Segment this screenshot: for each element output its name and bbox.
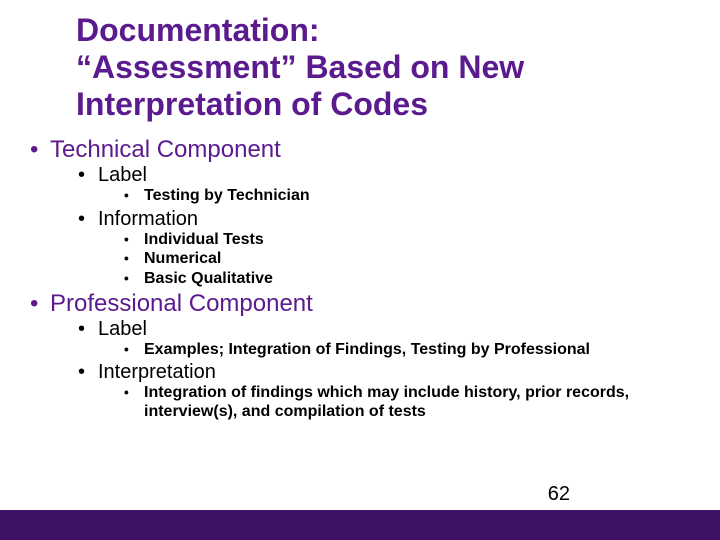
list-item: Label Examples; Integration of Findings,… bbox=[78, 318, 690, 359]
bullet-text: Numerical bbox=[144, 250, 221, 267]
bullet-text: Label bbox=[98, 318, 147, 340]
list-item: Information Individual Tests Numerical B… bbox=[78, 208, 690, 288]
list-item: Numerical bbox=[124, 250, 690, 268]
bullet-text: Interpretation bbox=[98, 361, 216, 383]
slide: Documentation: “Assessment” Based on New… bbox=[0, 0, 720, 540]
title-line-1: Documentation: bbox=[76, 12, 320, 48]
title-line-2: “Assessment” Based on New bbox=[76, 49, 524, 85]
list-item: Integration of findings which may includ… bbox=[124, 384, 690, 421]
list-item: Testing by Technician bbox=[124, 187, 690, 205]
bullet-text: Examples; Integration of Findings, Testi… bbox=[144, 341, 590, 358]
bullet-text: Label bbox=[98, 164, 147, 186]
bullet-text: Basic Qualitative bbox=[144, 270, 273, 287]
list-item: Technical Component Label Testing by Tec… bbox=[30, 136, 690, 288]
list-item: Examples; Integration of Findings, Testi… bbox=[124, 341, 690, 359]
bullet-text: Integration of findings which may includ… bbox=[144, 384, 629, 419]
bullet-text: Technical Component bbox=[50, 136, 281, 163]
bullet-text: Individual Tests bbox=[144, 231, 264, 248]
bullet-text: Professional Component bbox=[50, 290, 313, 317]
title-line-3: Interpretation of Codes bbox=[76, 86, 428, 122]
list-item: Individual Tests bbox=[124, 231, 690, 249]
list-item: Professional Component Label Examples; I… bbox=[30, 290, 690, 421]
page-number: 62 bbox=[548, 483, 570, 506]
list-item: Label Testing by Technician bbox=[78, 164, 690, 205]
bullet-text: Testing by Technician bbox=[144, 187, 310, 204]
footer-bar bbox=[0, 510, 720, 540]
slide-title: Documentation: “Assessment” Based on New… bbox=[76, 12, 690, 122]
bullet-list: Technical Component Label Testing by Tec… bbox=[30, 136, 690, 421]
bullet-text: Information bbox=[98, 208, 198, 230]
list-item: Interpretation Integration of findings w… bbox=[78, 361, 690, 421]
list-item: Basic Qualitative bbox=[124, 270, 690, 288]
